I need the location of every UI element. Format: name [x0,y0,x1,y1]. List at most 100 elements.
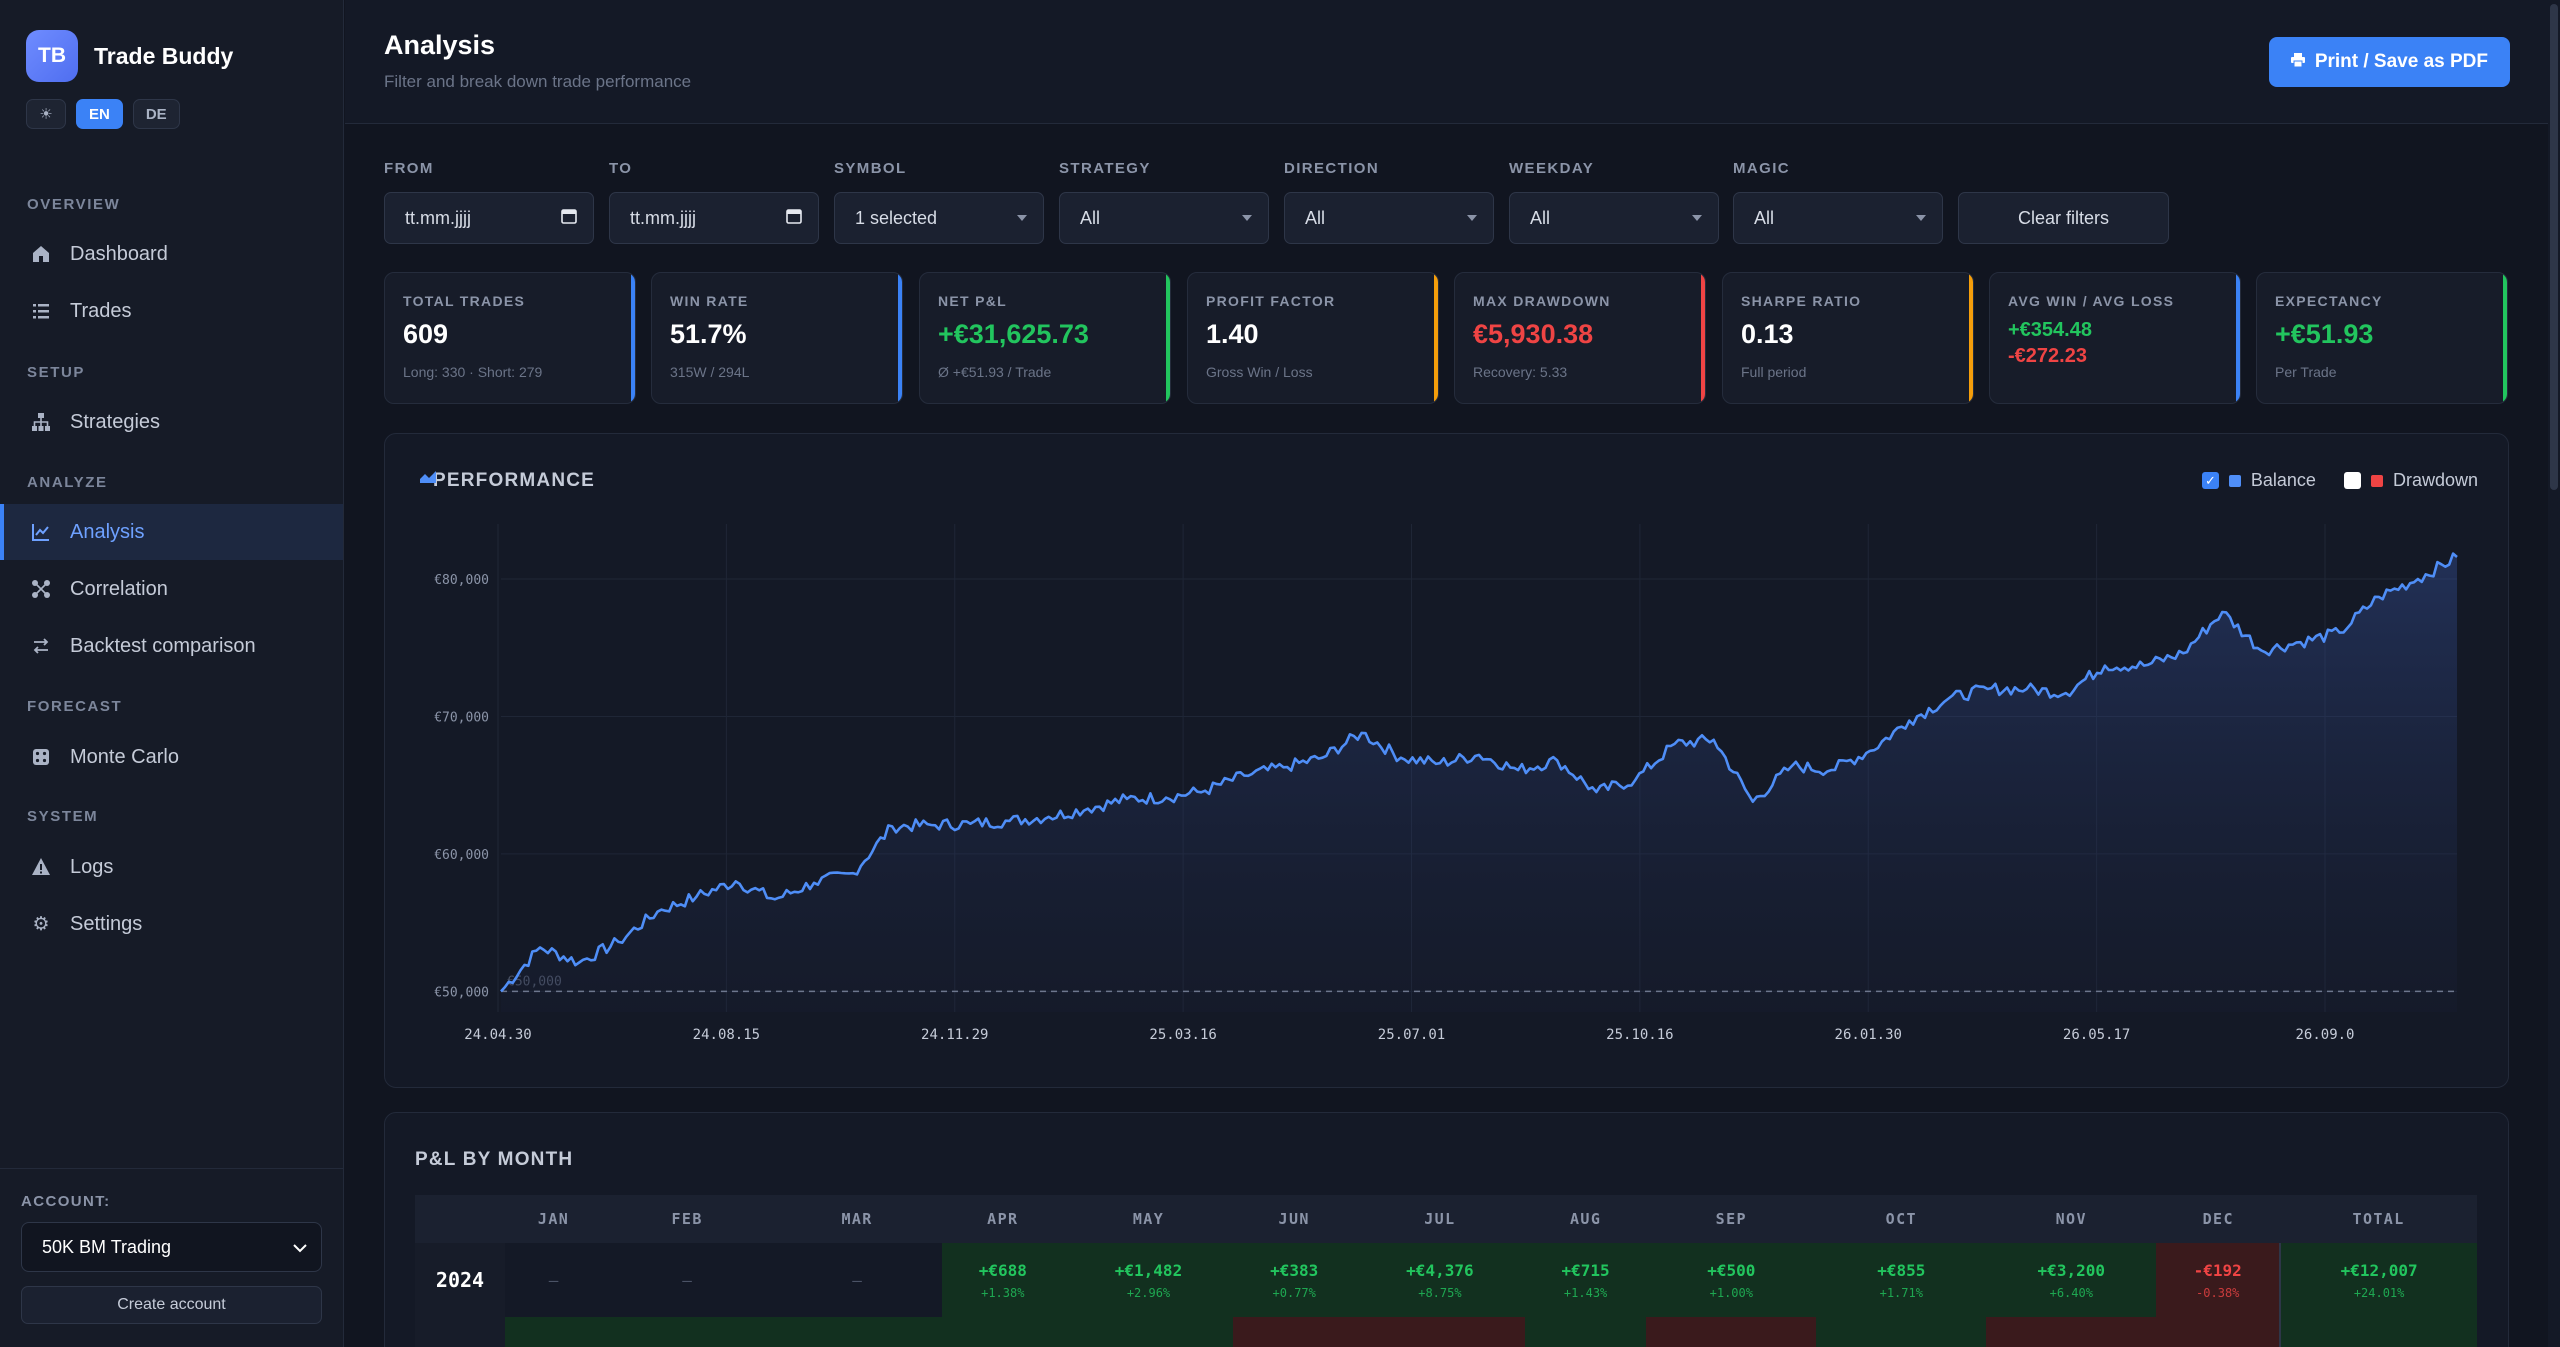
account-label: ACCOUNT: [21,1193,111,1210]
x-tick-label: 24.04.30 [464,1027,531,1043]
magic-select[interactable]: All [1733,192,1943,244]
kpi-label: SHARPE RATIO [1741,293,1862,309]
month-pnl-value: +€855 [1877,1260,1926,1280]
theme-toggle-button[interactable]: ☀ [26,99,66,129]
table-header-cell: JAN [505,1195,603,1243]
sidebar-item-correlation[interactable]: Correlation [0,561,343,617]
to-date-input[interactable]: tt.mm.jjjj [609,192,819,244]
x-tick-label: 25.03.16 [1149,1027,1216,1043]
month-pnl-cell: +€1,374 [772,1317,943,1347]
print-button[interactable]: Print / Save as PDF [2268,37,2510,87]
legend-drawdown[interactable]: Drawdown [2343,470,2478,491]
filter-direction: DIRECTION All [1284,160,1494,244]
kpi-max-drawdown: MAX DRAWDOWN €5,930.38 Recovery: 5.33 [1454,272,1706,404]
table-header-cell: SEP [1646,1195,1817,1243]
caret-down-icon [1916,215,1926,221]
kpi-label: NET P&L [938,293,1007,309]
sidebar-item-analysis[interactable]: Analysis [0,504,343,560]
performance-panel: €50,000 €60,000 €70,000 €80,000 24.04.30 24.0… [384,433,2509,1088]
month-pnl-value: +€383 [1270,1260,1319,1280]
page-scrollbar[interactable] [2548,0,2560,1347]
kpi-dual-value: +€354.48 -€272.23 [2008,317,2222,369]
caret-down-icon [1467,215,1477,221]
legend-balance[interactable]: ✓ Balance [2201,470,2316,491]
balance-checkbox[interactable]: ✓ [2201,472,2219,489]
warning-icon [30,856,52,878]
swap-arrows-icon [30,635,52,657]
kpi-total-trades: TOTAL TRADES 609 Long: 330 · Short: 279 [384,272,636,404]
from-date-value: tt.mm.jjjj [405,207,471,228]
kpi-sub: Ø +€51.93 / Trade [938,364,1052,380]
kpi-sub: Full period [1741,364,1807,380]
table-header-cell: AUG [1524,1195,1647,1243]
brand[interactable]: TB Trade Buddy [26,30,233,82]
filter-label: SYMBOL [834,160,907,177]
performance-chart: €50,000 €60,000 €70,000 €80,000 24.04.30 24.0… [434,524,2458,1043]
x-tick-label: 26.01.30 [1835,1027,1902,1043]
sidebar: TB Trade Buddy ☀ EN DE OVERVIEW Dashboar… [0,0,344,1347]
kpi-label: MAX DRAWDOWN [1473,293,1611,309]
table-header-cell: JUN [1233,1195,1355,1243]
sidebar-item-strategies[interactable]: Strategies [0,394,343,450]
kpi-value: 51.7% [670,319,747,349]
table-header-cell [415,1195,505,1243]
drawdown-checkbox[interactable] [2343,472,2361,489]
x-tick-label: 25.07.01 [1378,1027,1445,1043]
filter-label: FROM [384,160,434,177]
filter-weekday: WEEKDAY All [1509,160,1719,244]
brand-logo: TB [26,30,78,82]
sidebar-item-backtest[interactable]: Backtest comparison [0,618,343,674]
month-pnl-value: -€489 [2194,1345,2242,1347]
from-date-input[interactable]: tt.mm.jjjj [384,192,594,244]
kpi-sub: Per Trade [2275,364,2337,380]
list-icon [30,300,52,322]
dice-icon [30,746,52,768]
nav-section-analyze: ANALYZE [27,474,108,491]
sitemap-icon [30,411,52,433]
table-row: 2024 – – – +€688 +1.38% +€1,482 +2.96% +€383 +0.7… [415,1243,2477,1317]
scrollbar-thumb[interactable] [2550,4,2558,490]
month-pnl-value: +€1,147 [653,1345,720,1347]
caret-down-icon [1242,215,1252,221]
clear-filters-button[interactable]: Clear filters [1958,192,2169,244]
month-pnl-value: -€192 [2193,1260,2242,1280]
calendar-icon [786,208,802,229]
month-pnl-cell: +€688 +1.38% [942,1243,1064,1317]
month-pnl-value: +€4,376 [1406,1260,1474,1280]
x-tick-label: 26.09.0 [2295,1027,2354,1043]
sidebar-item-label: Logs [70,855,114,878]
sidebar-item-logs[interactable]: Logs [0,839,343,895]
weekday-select[interactable]: All [1509,192,1719,244]
month-pnl-percent: +1.38% [981,1285,1025,1300]
symbol-select[interactable]: 1 selected [834,192,1044,244]
month-pnl-cell: -€1,274 [1646,1317,1817,1347]
sidebar-item-dashboard[interactable]: Dashboard [0,226,343,282]
table-header-cell: TOTAL [2280,1195,2477,1243]
month-pnl-cell: +€1,482 +2.96% [1063,1243,1234,1317]
direction-select[interactable]: All [1284,192,1494,244]
y-tick-label: €60,000 [434,848,489,863]
lang-de-button[interactable]: DE [132,99,180,129]
create-account-button[interactable]: Create account [21,1286,322,1324]
month-pnl-percent: -0.38% [2196,1285,2240,1300]
symbol-value: 1 selected [855,207,938,228]
month-pnl-percent: +2.96% [1126,1285,1171,1300]
kpi-avg-win-loss: AVG WIN / AVG LOSS +€354.48 -€272.23 [1989,272,2241,404]
sidebar-item-settings[interactable]: ⚙ Settings [0,896,343,952]
performance-title: PERFORMANCE [419,470,595,492]
y-tick-label: €80,000 [434,573,489,588]
brand-name: Trade Buddy [94,42,234,69]
sidebar-item-montecarlo[interactable]: Monte Carlo [0,729,343,785]
strategy-select[interactable]: All [1059,192,1269,244]
table-row: +€30 +€1,147 +€1,374 +€921 +€2,403 -€979 -€772… [415,1317,2477,1347]
month-pnl-value: +€30 [534,1345,573,1347]
month-pnl-value: +€3,200 [2037,1260,2105,1280]
kpi-win-rate: WIN RATE 51.7% 315W / 294L [651,272,903,404]
account-select[interactable]: 50K BM Trading [21,1222,322,1272]
sidebar-item-trades[interactable]: Trades [0,283,343,339]
month-pnl-value: +€1,374 [823,1345,890,1347]
filter-label: DIRECTION [1284,160,1380,177]
drawdown-swatch [2370,474,2383,487]
pnl-by-month-table: JAN FEB MAR APR MAY JUN JUL AUG SEP OCT NOV DEC TOTA… [415,1195,2477,1347]
lang-en-button[interactable]: EN [76,99,123,129]
